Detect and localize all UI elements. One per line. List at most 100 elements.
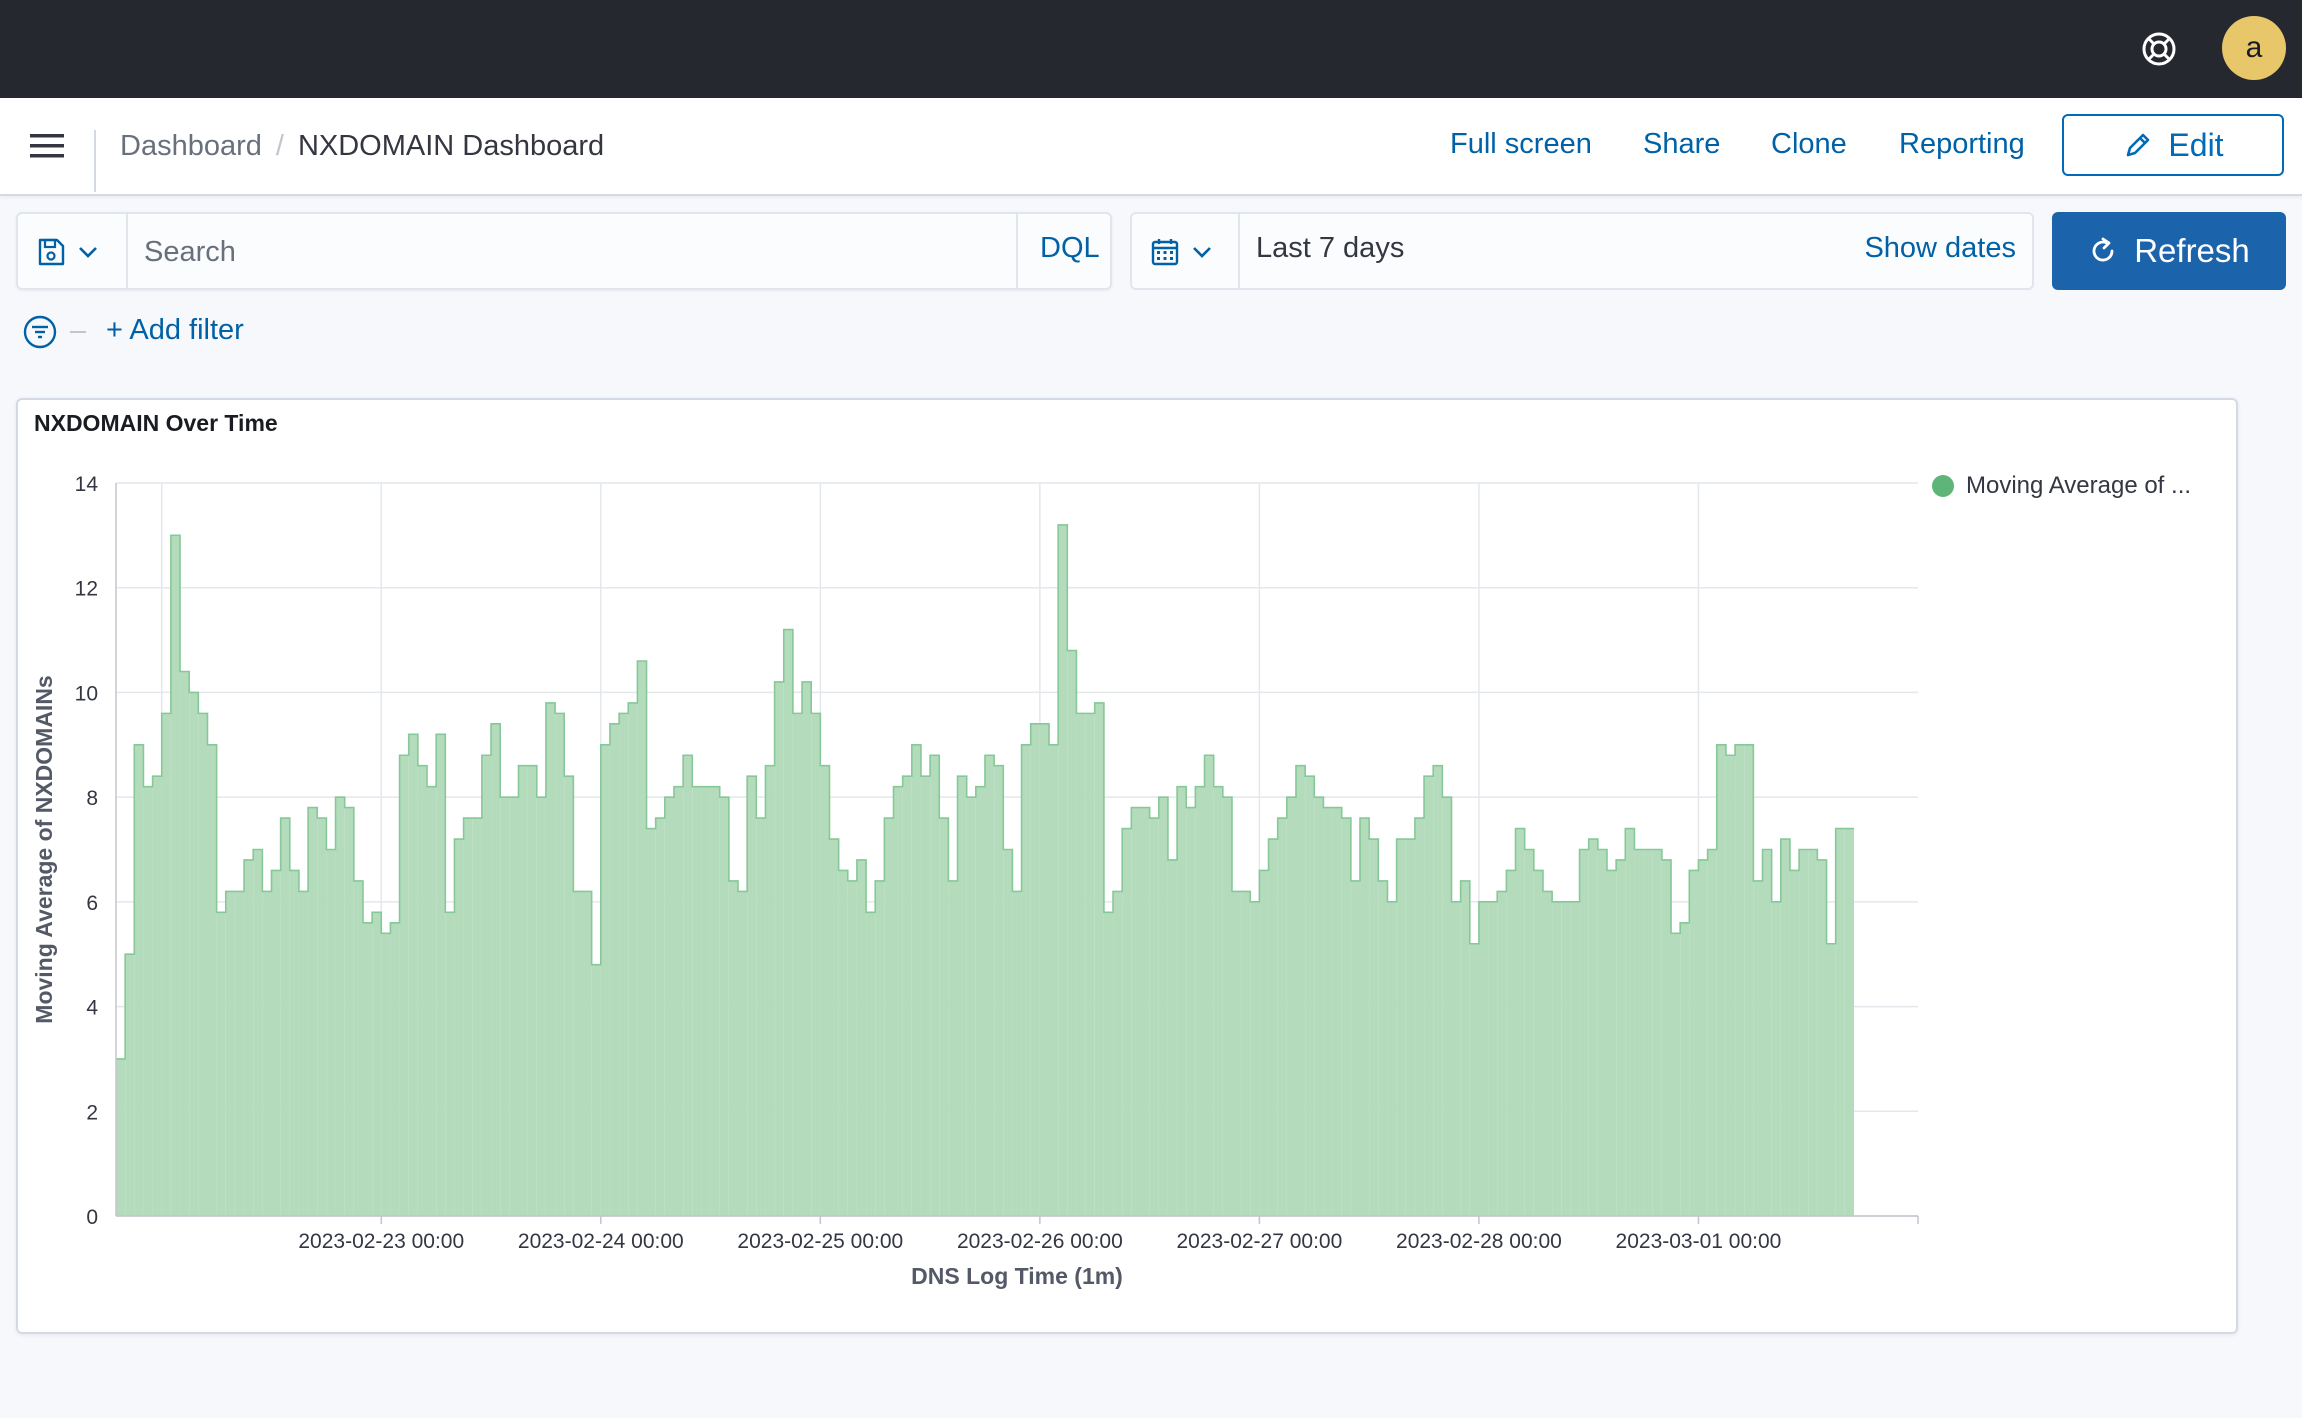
data-bar	[1039, 723, 1050, 1216]
nav-divider	[94, 130, 96, 192]
data-bar	[1616, 859, 1626, 1216]
data-bar	[555, 713, 565, 1216]
data-bar	[673, 786, 684, 1216]
x-tick-label: 2023-02-27 00:00	[1176, 1230, 1342, 1253]
query-language-button[interactable]: DQL	[1040, 232, 1100, 264]
data-bar	[1542, 891, 1553, 1216]
data-bar	[756, 818, 766, 1216]
quick-select-button[interactable]	[1150, 232, 1234, 272]
data-bar	[262, 891, 272, 1216]
data-bar	[1231, 891, 1242, 1216]
date-picker: Last 7 days Show dates	[1130, 212, 2034, 290]
data-bar	[1323, 807, 1333, 1216]
data-bar	[1149, 818, 1159, 1216]
data-bar	[856, 859, 867, 1216]
x-tick-label: 2023-02-28 00:00	[1396, 1230, 1562, 1253]
data-bar	[1350, 880, 1361, 1216]
refresh-icon	[2092, 237, 2114, 262]
edit-button[interactable]: Edit	[2062, 114, 2284, 176]
breadcrumb-dashboard-link[interactable]: Dashboard	[120, 129, 262, 162]
data-bar	[765, 765, 775, 1216]
data-bar	[747, 776, 757, 1216]
data-bar	[381, 933, 391, 1216]
data-bar	[1469, 943, 1479, 1216]
data-bar	[1552, 901, 1562, 1216]
user-avatar[interactable]: a	[2222, 16, 2286, 80]
data-bar	[683, 755, 693, 1216]
data-bar	[1332, 807, 1342, 1216]
y-tick-label: 2	[86, 1101, 98, 1124]
data-bar	[1680, 922, 1690, 1216]
data-bar	[1606, 870, 1617, 1216]
data-bar	[234, 891, 245, 1216]
filter-divider	[70, 331, 86, 333]
data-bar	[1671, 933, 1681, 1216]
data-bar	[1661, 859, 1672, 1216]
refresh-button[interactable]: Refresh	[2052, 212, 2286, 290]
clone-link[interactable]: Clone	[1771, 128, 1847, 160]
data-bar	[390, 922, 400, 1216]
y-tick-label: 0	[86, 1206, 98, 1229]
share-link[interactable]: Share	[1643, 128, 1721, 160]
data-bar	[152, 776, 162, 1216]
date-range-label[interactable]: Last 7 days	[1256, 232, 1405, 264]
data-bar	[536, 797, 546, 1216]
data-bar	[427, 786, 437, 1216]
data-bar	[317, 818, 327, 1216]
filter-options-icon[interactable]	[22, 314, 58, 350]
data-bar	[289, 870, 299, 1216]
data-bar	[847, 880, 857, 1216]
x-axis-title: DNS Log Time (1m)	[911, 1263, 1123, 1289]
data-bar	[1167, 859, 1178, 1216]
data-bar	[1424, 776, 1434, 1216]
data-bar	[1844, 828, 1854, 1216]
data-bar	[1295, 765, 1306, 1216]
query-divider	[126, 214, 128, 288]
data-bar	[308, 807, 318, 1216]
data-bar	[545, 702, 556, 1216]
add-filter-button[interactable]: + Add filter	[106, 314, 244, 346]
help-lifebuoy-icon[interactable]	[2138, 28, 2180, 70]
menu-hamburger-icon[interactable]	[30, 132, 66, 160]
data-bar	[1067, 650, 1077, 1216]
data-bar	[1744, 744, 1754, 1216]
data-bar	[966, 797, 976, 1216]
save-disk-icon	[38, 238, 65, 266]
search-input[interactable]	[142, 226, 1006, 278]
data-bar	[1707, 849, 1717, 1216]
data-bar	[298, 891, 309, 1216]
data-bar	[1835, 828, 1845, 1216]
data-bar	[271, 870, 281, 1216]
legend-item[interactable]: Moving Average of ...	[1932, 472, 2191, 500]
y-tick-label: 14	[75, 473, 99, 496]
data-bar	[1286, 797, 1296, 1216]
data-bar	[1387, 901, 1397, 1216]
data-bar	[1305, 776, 1315, 1216]
data-bar	[1725, 755, 1736, 1216]
data-bar	[1314, 797, 1324, 1216]
data-bar	[1433, 765, 1443, 1216]
y-tick-label: 12	[75, 578, 98, 601]
data-bar	[436, 734, 446, 1216]
chevron-down-icon	[79, 247, 97, 258]
saved-query-button[interactable]	[36, 232, 120, 272]
data-bar	[518, 765, 528, 1216]
data-bar	[353, 880, 363, 1216]
reporting-link[interactable]: Reporting	[1899, 128, 2025, 160]
data-bar	[738, 891, 748, 1216]
breadcrumb: Dashboard / NXDOMAIN Dashboard	[120, 128, 604, 164]
data-bar	[1085, 713, 1095, 1216]
data-bar	[1735, 744, 1745, 1216]
data-bar	[646, 828, 656, 1216]
data-bar	[362, 922, 373, 1216]
data-bar	[445, 912, 455, 1216]
full-screen-link[interactable]: Full screen	[1450, 128, 1592, 160]
data-bar	[866, 912, 876, 1216]
y-tick-label: 10	[75, 682, 98, 705]
show-dates-link[interactable]: Show dates	[1864, 232, 2016, 264]
data-bar	[509, 797, 519, 1216]
data-bar	[189, 692, 199, 1216]
data-bar	[902, 776, 912, 1216]
query-divider	[1016, 214, 1018, 288]
